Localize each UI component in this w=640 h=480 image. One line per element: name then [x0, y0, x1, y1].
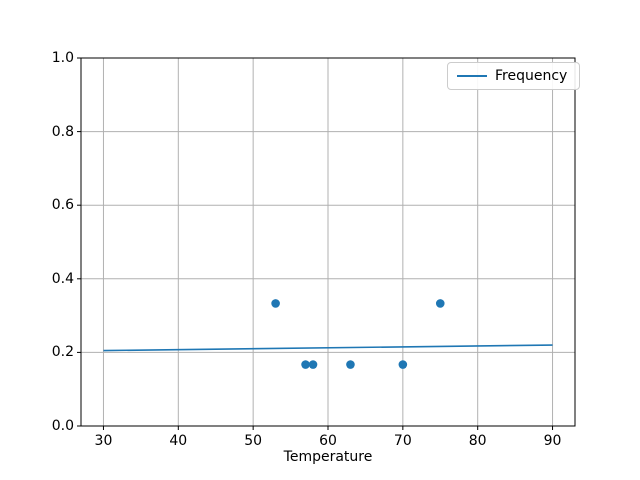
scatter-point — [346, 360, 355, 369]
x-tick-label: 80 — [468, 433, 487, 449]
y-tick-label: 0.8 — [51, 123, 74, 140]
y-tick-label: 0.0 — [51, 418, 74, 434]
legend: Frequency — [447, 62, 580, 90]
x-tick-label: 50 — [244, 433, 263, 449]
scatter-point — [308, 360, 318, 369]
scatter-point — [398, 360, 408, 369]
x-tick-label: 60 — [319, 433, 337, 449]
line-series — [103, 344, 553, 352]
x-tick-label: 30 — [94, 433, 113, 449]
x-axis-label: Temperature — [283, 449, 373, 465]
y-tick-label: 1.0 — [51, 50, 74, 66]
legend-line-sample-icon — [457, 75, 487, 77]
x-tick-label: 70 — [393, 433, 412, 449]
y-tick-label: 0.4 — [51, 270, 74, 287]
y-tick-label: 0.6 — [51, 197, 74, 214]
scatter-point — [271, 299, 280, 308]
y-tick-label: 0.2 — [51, 344, 74, 361]
scatter-point — [301, 360, 310, 369]
x-tick-label: 90 — [543, 433, 562, 449]
legend-label: Frequency — [495, 68, 568, 84]
x-tick-label: 40 — [169, 433, 188, 449]
scatter-point — [435, 299, 445, 308]
